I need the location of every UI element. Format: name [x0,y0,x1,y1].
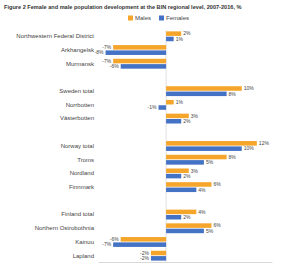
category-tick: Kainuu [75,239,94,245]
category-tick: Northern Ostrobothnia [35,225,95,231]
data-label: 2% [183,214,191,220]
bar [166,92,227,97]
bar [166,174,181,179]
category-label: Northwestern Federal District [16,33,94,39]
data-labels: 2% -7% -7% 10% 1% 3% 12% 8% 3% 6% 4% 6% -6% -2% 1% -8% -… [95,30,270,261]
category-label: Sweden total [59,88,94,94]
data-label: 6% [213,181,221,187]
data-label: -1% [148,104,157,110]
category-label: Finnmark [69,184,95,190]
bar [151,256,166,261]
category-label: Västerbotten [60,115,94,121]
category-label: Lapland [73,253,94,259]
category-tick: Västerbotten [60,115,94,121]
data-label: 1% [176,36,184,42]
legend-item: Females [159,15,189,21]
bar [166,210,196,215]
bar [166,155,227,160]
category-tick: Sweden total [59,88,94,94]
bar [106,50,167,55]
bar [166,188,196,193]
data-label: 1% [176,99,184,105]
data-label: 3% [191,168,199,174]
category-tick: Norrbotten [66,102,94,108]
data-label: 4% [198,187,206,193]
data-label: 10% [244,145,255,151]
bar [166,229,204,234]
category-label: Murmansk [66,61,95,67]
chart: Figure 2 Female and male population deve… [0,0,300,268]
bar [159,105,167,110]
category-tick: Murmansk [66,61,95,67]
data-label: 12% [259,140,270,146]
category-tick: Finnmark [69,184,95,190]
data-label: -6% [110,63,119,69]
data-label: 2% [183,173,191,179]
category-label: Norrbotten [66,102,94,108]
data-label: -8% [95,49,104,55]
data-label: 5% [206,228,214,234]
category-tick: Arkhangelsk [61,47,95,53]
data-label: 3% [191,113,199,119]
bar [166,119,181,124]
data-label: 10% [244,85,255,91]
title: Figure 2 Female and male population deve… [4,4,242,10]
bars [106,31,257,260]
data-label: 8% [229,91,237,97]
bar [166,100,174,105]
data-label: -6% [110,236,119,242]
legend: Males Females [128,15,189,21]
bar [121,64,166,69]
category-tick: Lapland [73,253,94,259]
category-label: Finland total [61,211,94,217]
category-tick: Northwestern Federal District [16,33,94,39]
bar [121,237,166,242]
data-label: 2% [183,118,191,124]
data-label: -7% [102,241,111,247]
data-label: 8% [229,154,237,160]
category-tick: Finland total [61,211,94,217]
bar [166,146,242,151]
category-axis: Northwestern Federal District Arkhangelsk… [16,33,95,258]
legend-swatch [128,16,133,21]
value-axis [99,262,273,263]
category-label: Nordland [70,170,94,176]
bar [113,242,166,247]
bar [151,251,166,256]
category-tick: Troms [77,157,94,163]
data-label: -7% [102,44,111,50]
legend-label: Males [135,15,151,21]
category-label: Kainuu [75,239,94,245]
bar [166,223,211,228]
legend-label: Females [166,15,189,21]
category-label: Northern Ostrobothnia [35,225,95,231]
category-tick: Norway total [61,143,94,149]
legend-item: Males [128,15,151,21]
legend-swatch [159,16,164,21]
data-label: 4% [198,209,206,215]
data-label: 2% [183,30,191,36]
category-label: Arkhangelsk [61,47,95,53]
bar [166,160,204,165]
value-axis-line [99,262,273,263]
bar [113,59,166,64]
data-label: 6% [213,222,221,228]
bar [166,37,174,42]
category-label: Norway total [61,143,94,149]
bar [113,45,166,50]
category-tick: Nordland [70,170,94,176]
data-label: 5% [206,159,214,165]
bar [166,215,181,220]
data-label: -2% [140,255,149,261]
category-label: Troms [77,157,94,163]
